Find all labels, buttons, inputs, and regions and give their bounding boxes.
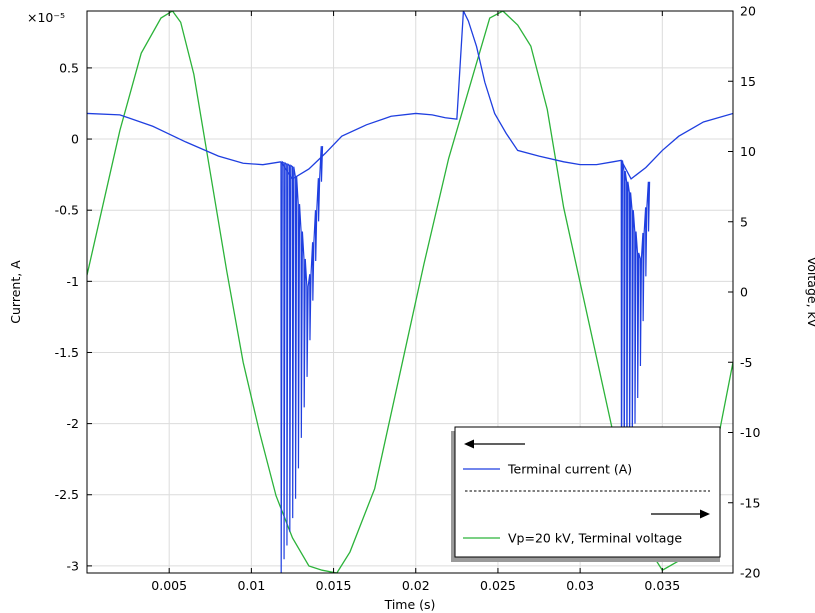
y2-tick-label: -20 bbox=[740, 566, 760, 581]
current-series-line bbox=[87, 112, 282, 166]
y2-tick-label: 0 bbox=[740, 285, 748, 300]
x-tick-label: 0.03 bbox=[566, 578, 594, 593]
legend: Terminal current (A) Vp=20 kV, Terminal … bbox=[451, 426, 721, 562]
x-tick-label: 0.025 bbox=[480, 578, 516, 593]
y2-axis-ticks: 20 15 10 5 0 -5 -10 -15 -20 bbox=[728, 4, 760, 581]
legend-box bbox=[454, 426, 721, 558]
y-tick-label: 0 bbox=[71, 132, 79, 147]
x-tick-label: 0.005 bbox=[151, 578, 187, 593]
y2-tick-label: -15 bbox=[740, 495, 760, 510]
y-tick-label: -1.5 bbox=[55, 345, 79, 360]
current-burst-line bbox=[620, 160, 651, 524]
y2-tick-label: 15 bbox=[740, 74, 756, 89]
y-tick-label: -2.5 bbox=[55, 487, 79, 502]
y2-tick-label: 20 bbox=[740, 4, 756, 19]
y2-axis-label: Voltage, kV bbox=[805, 257, 815, 328]
legend-label-voltage: Vp=20 kV, Terminal voltage bbox=[508, 531, 682, 546]
y2-tick-label: 5 bbox=[740, 214, 748, 229]
right-axis-arrow-icon bbox=[651, 509, 710, 519]
y2-tick-label: -5 bbox=[740, 355, 752, 370]
x-tick-label: 0.02 bbox=[402, 578, 430, 593]
left-axis-arrow-icon bbox=[464, 439, 525, 449]
y2-tick-label: 10 bbox=[740, 144, 756, 159]
x-axis-label: Time (s) bbox=[384, 597, 436, 612]
y-tick-label: -1 bbox=[67, 274, 79, 289]
y-axis-ticks: 0.5 0 -0.5 -1 -1.5 -2 -2.5 -3 bbox=[55, 60, 92, 573]
current-series-line bbox=[280, 11, 733, 180]
y-axis-label: Current, A bbox=[8, 260, 23, 324]
x-axis-ticks: 0.005 0.01 0.015 0.02 0.025 0.03 0.035 bbox=[151, 11, 680, 593]
current-series bbox=[87, 11, 733, 573]
y-tick-label: 0.5 bbox=[59, 60, 79, 75]
y2-tick-label: -10 bbox=[740, 425, 760, 440]
y-tick-label: -0.5 bbox=[55, 203, 79, 218]
y-exponent-label: ×10⁻⁵ bbox=[27, 10, 65, 25]
y-tick-label: -2 bbox=[67, 416, 79, 431]
x-tick-label: 0.015 bbox=[316, 578, 352, 593]
y-tick-label: -3 bbox=[67, 558, 79, 573]
legend-label-current: Terminal current (A) bbox=[507, 462, 632, 477]
x-tick-label: 0.035 bbox=[644, 578, 680, 593]
current-burst-line bbox=[280, 146, 324, 573]
x-tick-label: 0.01 bbox=[237, 578, 265, 593]
